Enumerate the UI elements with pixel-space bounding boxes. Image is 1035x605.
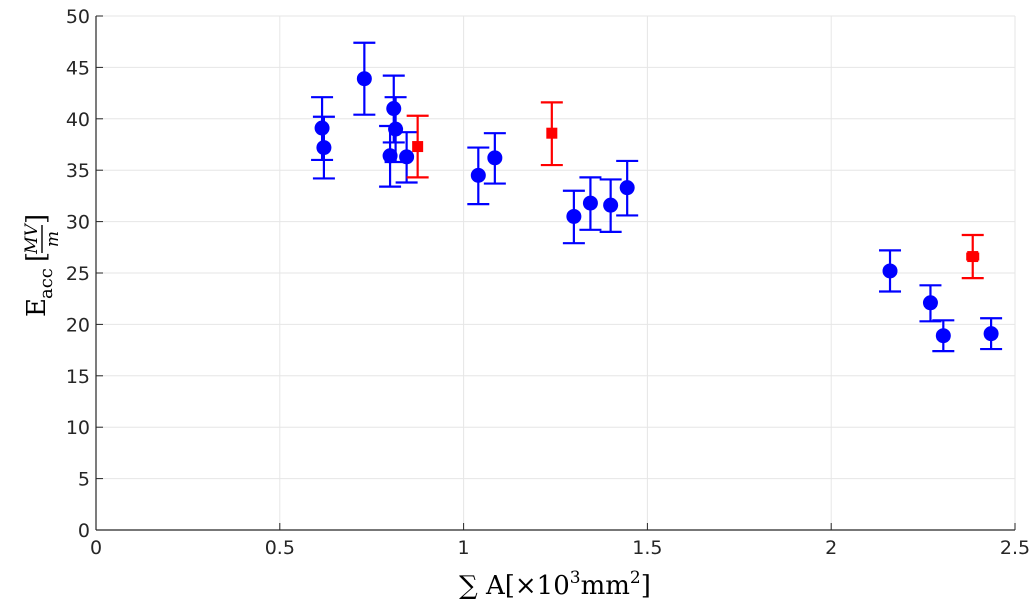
x-tick-label-4: 2: [825, 537, 837, 559]
marker-square-1-1: [546, 127, 558, 139]
marker-circle-0-9: [566, 208, 582, 224]
y-tick-label-7: 35: [66, 160, 90, 182]
marker-circle-0-14: [922, 295, 938, 311]
grid-lines: [95, 15, 1016, 531]
data-point-1-1: [540, 101, 563, 167]
y-axis-label-main: E: [22, 298, 52, 317]
x-tick-label-0: 0: [90, 537, 102, 559]
x-axis-label: ∑ A[×103mm2]: [459, 568, 651, 601]
x-axis-label-unit: mm: [581, 571, 630, 601]
tick-labels: 0 0.5 1 1.5 2 2.5 0 5 10 15 20 25 30 35 40 45 50: [66, 6, 1030, 559]
x-axis-label-prefix: ∑ A[×10: [459, 571, 570, 601]
data-point-1-2: [961, 233, 984, 280]
y-tick-label-5: 25: [66, 263, 90, 285]
svg-text:∑ A[×103mm2]: ∑ A[×103mm2]: [459, 568, 651, 601]
x-tick-label-3: 1.5: [632, 537, 662, 559]
marker-square-1-0: [412, 141, 424, 153]
y-axis-label-sub: acc: [36, 268, 57, 299]
series-0: [311, 41, 1003, 353]
marker-circle-0-5: [388, 121, 404, 137]
marker-circle-0-7: [470, 167, 486, 183]
y-tick-label-4: 20: [66, 314, 90, 336]
data-point-0-7: [467, 146, 490, 206]
data-point-0-16: [980, 317, 1003, 351]
x-tick-label-1: 0.5: [265, 537, 295, 559]
y-axis-label-bracket-open: [: [22, 252, 52, 262]
data-marks: [311, 41, 1003, 353]
y-tick-label-0: 0: [78, 520, 90, 542]
axes: [95, 15, 1016, 531]
data-point-0-9: [562, 189, 585, 245]
marker-square-1-2: [967, 251, 979, 263]
data-point-0-12: [616, 159, 639, 217]
marker-circle-0-16: [983, 326, 999, 342]
y-axis-label-unit-num: MV: [22, 222, 42, 254]
y-axis-label-bracket-close: ]: [22, 214, 52, 224]
x-axis-label-suffix: ]: [641, 571, 651, 601]
data-point-0-6: [395, 131, 418, 184]
y-axis-label: E acc [ MV m ]: [22, 214, 63, 317]
marker-circle-0-15: [935, 328, 951, 344]
x-tick-label-2: 1: [458, 537, 470, 559]
y-tick-label-10: 50: [66, 6, 90, 28]
marker-circle-0-8: [487, 150, 503, 166]
marker-circle-0-1: [316, 140, 332, 156]
y-tick-label-8: 40: [66, 109, 90, 131]
x-tick-label-5: 2.5: [1000, 537, 1030, 559]
marker-circle-0-4: [386, 101, 402, 117]
marker-circle-0-11: [603, 197, 619, 213]
series-1: [406, 101, 984, 280]
data-point-1-0: [406, 114, 429, 179]
x-axis-label-exp: 3: [570, 568, 581, 588]
marker-circle-0-12: [619, 180, 635, 196]
data-point-0-2: [353, 41, 376, 116]
marker-circle-0-6: [399, 149, 415, 165]
y-tick-label-2: 10: [66, 417, 90, 439]
marker-circle-0-0: [314, 120, 330, 136]
data-point-0-15: [932, 319, 955, 353]
data-point-0-10: [579, 176, 602, 231]
marker-circle-0-13: [882, 263, 898, 279]
y-tick-label-9: 45: [66, 57, 90, 79]
data-point-0-13: [879, 249, 902, 293]
data-point-0-11: [599, 178, 622, 233]
y-tick-label-1: 5: [78, 469, 90, 491]
y-tick-label-6: 30: [66, 212, 90, 234]
marker-circle-0-2: [356, 71, 372, 87]
data-point-0-1: [312, 115, 335, 180]
y-tick-label-3: 15: [66, 366, 90, 388]
x-axis-label-unit-exp: 2: [630, 568, 641, 588]
data-point-0-8: [483, 132, 506, 185]
y-axis-label-unit-den: m: [43, 231, 63, 247]
marker-circle-0-10: [582, 195, 598, 211]
marker-circle-0-3: [382, 148, 398, 164]
